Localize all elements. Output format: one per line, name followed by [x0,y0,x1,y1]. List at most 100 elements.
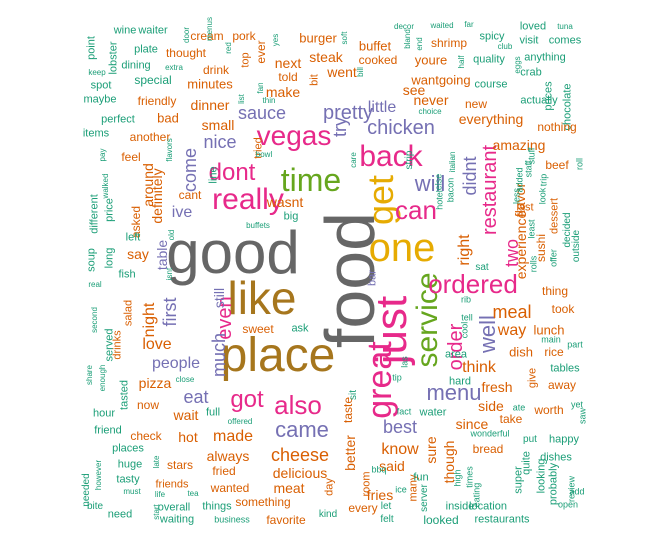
cloud-word-room: room [360,471,373,497]
cloud-word-last: last [516,201,534,214]
cloud-word-else: else [433,173,444,191]
cloud-word-restaurants: restaurants [474,513,530,526]
cloud-word-bad: bad [157,110,179,126]
cloud-word-business: business [214,514,250,525]
cloud-word-visit: visit [519,34,539,47]
cloud-word-say: say [127,246,149,262]
cloud-word-one: one [368,226,436,270]
cloud-word-outside: outside [571,229,582,263]
cloud-word-around: around [140,163,156,207]
cloud-word-happy: happy [549,433,579,446]
cloud-word-open: open [557,499,579,510]
cloud-word-must: must [123,487,141,496]
cloud-word-meal: meal [492,302,532,322]
cloud-word-love: love [142,336,172,353]
cloud-word-nothing: nothing [537,120,577,134]
cloud-word-nice: nice [203,132,237,152]
cloud-word-location: location [469,500,507,513]
cloud-word-time: time [280,162,342,198]
cloud-word-start: start [152,504,161,520]
cloud-word-really: really [212,183,284,216]
cloud-word-area: area [444,348,468,361]
cloud-word-next: next [274,55,302,71]
cloud-word-las: las [399,356,410,368]
cloud-word-friend: friend [94,424,122,437]
cloud-word-eggs: eggs [513,56,522,74]
cloud-word-sauce: sauce [237,103,287,123]
cloud-word-new: new [464,97,488,111]
cloud-word-high: high [452,469,463,487]
cloud-word-beef: beef [545,158,569,172]
cloud-word-waited: waited [430,21,454,30]
cloud-word-buffet: buffet [358,38,392,54]
cloud-word-look: look [537,187,548,205]
cloud-word-long: long [103,247,116,269]
cloud-word-right: right [456,234,473,266]
cloud-word-fact: fact [396,406,412,417]
cloud-word-quality: quality [473,53,505,66]
cloud-word-share: share [85,364,94,386]
cloud-word-offered: offered [227,417,253,426]
cloud-word-hard: hard [448,375,472,388]
cloud-word-also: also [274,390,322,420]
cloud-word-overall: overall [157,501,191,514]
cloud-word-crab: crab [520,66,542,79]
cloud-word-ice: ice [395,484,407,495]
cloud-word-burger: burger [299,30,337,46]
cloud-word-thought: thought [165,46,207,60]
cloud-word-like: like [227,272,297,324]
cloud-word-bill: bill [356,67,365,77]
cloud-word-roll: roll [574,157,585,171]
cloud-word-life: life [154,490,166,499]
cloud-word-everything: everything [458,111,524,127]
cloud-word-door: door [182,26,191,44]
cloud-word-hot: hot [178,429,198,445]
cloud-word-maybe: maybe [83,93,117,106]
cloud-word-loved: loved [519,20,547,33]
cloud-word-put: put [523,434,537,445]
cloud-word-comes: comes [548,34,582,47]
cloud-word-day: day [323,478,336,496]
cloud-word-list: list [237,94,246,104]
cloud-word-however: however [94,459,103,491]
cloud-word-pork: pork [232,29,256,43]
cloud-word-add: add [569,486,585,497]
cloud-word-made: made [212,428,254,445]
cloud-word-big: big [283,210,299,223]
cloud-word-way: way [497,322,527,339]
cloud-word-ask: ask [291,322,309,335]
cloud-word-end: end [415,37,424,51]
cloud-word-anything: anything [524,51,566,64]
cloud-word-part: part [567,339,583,350]
cloud-word-give: give [526,367,539,389]
cloud-word-restaurant: restaurant [479,144,501,236]
cloud-word-never: never [413,92,449,108]
cloud-word-amazing: amazing [492,137,546,153]
cloud-word-since: since [455,416,489,432]
cloud-word-plate: plate [134,43,158,56]
cloud-word-dinner: dinner [190,97,230,113]
cloud-word-enough: enough [98,364,107,392]
cloud-word-bowl: bowl [255,150,273,159]
cloud-word-yes: yes [271,33,280,47]
cloud-word-close: close [175,375,195,384]
cloud-word-ive: ive [171,204,193,221]
cloud-word-bit: bit [308,74,321,86]
cloud-word-good: good [166,219,300,286]
cloud-word-main: main [541,334,561,345]
cloud-word-bar: bar [366,270,379,286]
cloud-word-tasty: tasty [116,473,140,486]
cloud-word-bbq: bbq [371,464,387,475]
cloud-word-bland: bland [403,29,412,49]
cloud-word-second: second [90,307,99,333]
cloud-word-wantgoing: wantgoing [411,72,471,88]
cloud-word-served: served [103,328,116,362]
cloud-word-took: took [551,302,575,316]
cloud-word-inside: inside [445,500,475,513]
cloud-word-point: point [85,36,98,60]
cloud-word-salad: salad [122,299,135,327]
cloud-word-dessert: dessert [548,197,561,235]
cloud-word-worth: worth [534,403,564,417]
cloud-word-dishes: dishes [540,451,572,464]
